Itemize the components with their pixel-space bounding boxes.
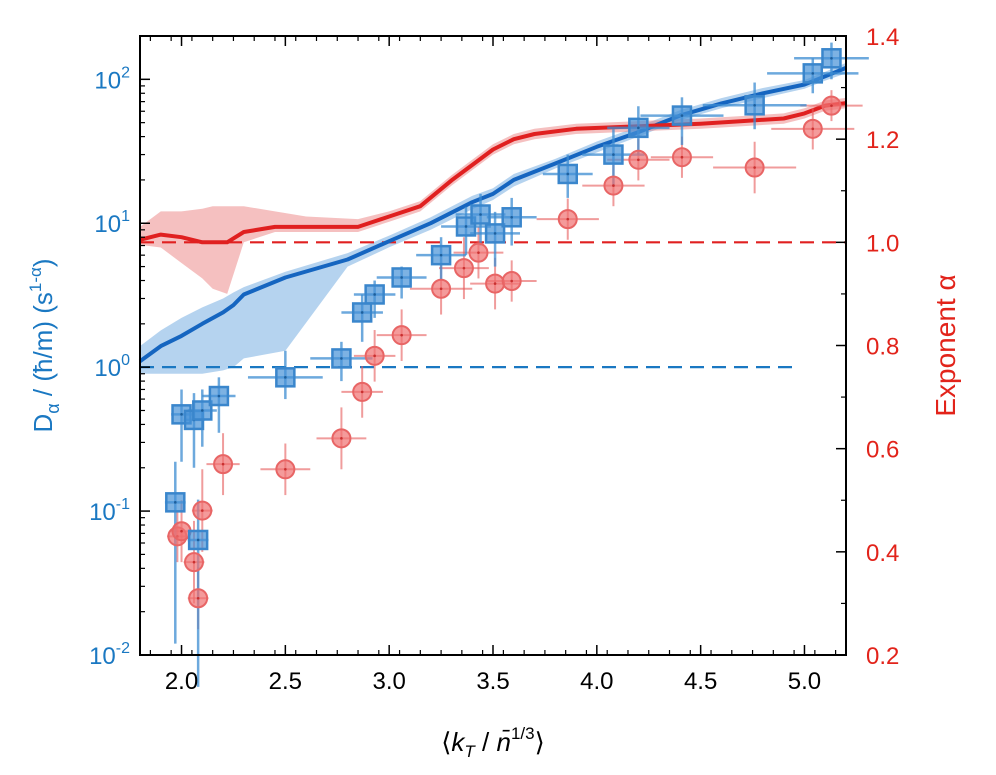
d-alpha-point-center [464,225,468,228]
d-alpha-point-center [200,409,204,412]
d-alpha-point-center [180,413,183,416]
left-tick-label: 10-2 [89,640,130,670]
left-axis-label: Dα / (ħ/m) (s1-α) [26,258,63,432]
d-alpha-point-center [637,126,640,130]
alpha-point-center [200,509,204,512]
axes: 2.0 2.5 3.0 3.5 4.0 4.5 5.0 10-2 10-1 100 101 102 0.… [89,24,899,695]
right-tick-label: 1.0 [866,230,899,257]
d-alpha-point-center [680,114,684,117]
alpha-point-center [400,333,403,337]
left-tick-label: 100 [94,352,130,382]
data-markers [165,48,842,609]
right-tick-label: 1.2 [866,127,899,154]
alpha-point-center [510,279,513,283]
alpha-point-center [830,104,833,107]
x-tick-label: 5.0 [788,668,821,695]
d-alpha-point-center [493,232,497,235]
alpha-point-center [340,437,343,440]
d-alpha-point-center [400,276,403,279]
d-alpha-theory-line [138,66,847,363]
alpha-point-center [180,529,183,533]
alpha-point-center [192,560,196,564]
alpha-point-center [566,217,570,221]
x-tick-label: 2.5 [269,668,302,695]
alpha-point-center [360,390,364,394]
alpha-point-center [284,468,287,471]
x-tick-label: 3.5 [476,668,509,695]
alpha-point-center [477,251,480,254]
left-tick-label: 10-1 [89,496,130,526]
alpha-point-center [221,462,225,466]
x-tick-label: 3.0 [372,668,405,695]
alpha-point-center [493,282,497,285]
d-alpha-point-center [612,153,615,156]
d-alpha-point-center [373,293,376,296]
d-alpha-point-center [217,394,221,398]
right-tick-label: 0.8 [866,334,899,361]
d-alpha-point-center [811,72,815,75]
alpha-point-center [439,287,443,291]
d-alpha-point-center [284,376,287,379]
alpha-point-center [462,266,466,270]
right-tick-label: 1.4 [866,24,899,51]
left-tick-label: 101 [94,208,130,238]
left-tick-label: 102 [94,64,130,94]
d-alpha-point-center [174,501,177,504]
d-alpha-point-center [360,311,364,314]
theory-curves [138,66,847,363]
x-tick-label: 4.5 [684,668,717,695]
right-axis-label: Exponent α [930,274,961,416]
d-alpha-band [140,62,846,374]
x-axis-label: ⟨kT / n̄1/3⟩ [441,724,544,761]
right-tick-label: 0.6 [866,437,899,464]
alpha-point-center [753,166,756,169]
alpha-point-center [196,596,200,600]
alpha-theory-line [139,101,847,245]
d-alpha-point-center [510,215,513,219]
alpha-point-center [637,158,640,162]
alpha-point-center [612,184,615,187]
d-alpha-point-center [830,56,833,60]
right-tick-label: 0.4 [866,540,899,567]
d-alpha-point-center [439,253,443,257]
alpha-point-center [680,155,684,159]
d-alpha-point-center [753,103,756,107]
alpha-point-center [373,354,376,358]
alpha-point-center [811,127,815,131]
d-alpha-point-center [566,172,570,176]
d-alpha-point-center [340,357,343,360]
d-alpha-point-center [196,538,200,542]
x-tick-label: 4.0 [580,668,613,695]
right-tick-label: 0.2 [866,643,899,670]
x-tick-label: 2.0 [165,668,198,695]
d-alpha-point-center [479,213,482,216]
